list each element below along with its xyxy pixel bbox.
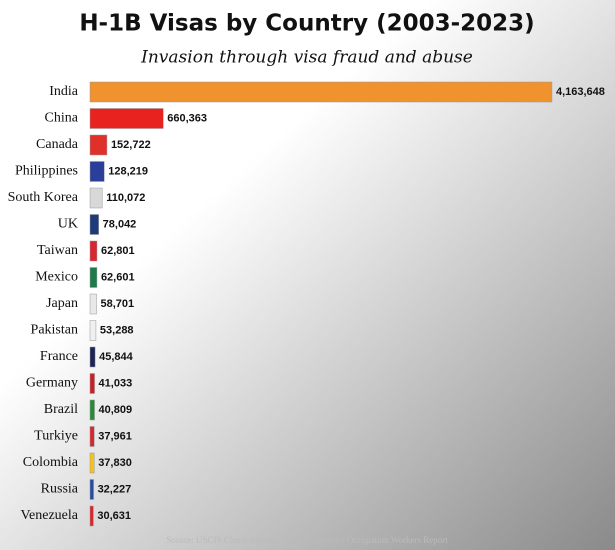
bar — [89, 161, 105, 182]
bar — [89, 505, 94, 527]
bar — [89, 452, 95, 474]
value-label: 110,072 — [106, 192, 145, 204]
category-label: China — [45, 111, 79, 126]
category-label: Venezuela — [20, 508, 78, 523]
category-label: South Korea — [8, 190, 79, 205]
value-label: 62,601 — [101, 271, 135, 283]
category-label: Canada — [36, 137, 79, 152]
value-label: 45,844 — [99, 351, 134, 363]
category-label: Colombia — [23, 455, 79, 470]
value-label: 152,722 — [111, 139, 151, 151]
category-label: India — [49, 84, 79, 99]
bar — [89, 108, 164, 129]
value-label: 58,701 — [101, 298, 135, 310]
value-label: 53,288 — [100, 324, 134, 336]
value-label: 37,830 — [98, 457, 132, 469]
category-label: Japan — [46, 296, 78, 311]
bar — [89, 320, 97, 341]
category-label: Turkiye — [34, 429, 78, 444]
value-label: 32,227 — [98, 483, 132, 495]
bar — [89, 267, 98, 288]
chart-subtitle: Invasion through visa fraud and abuse — [140, 48, 473, 68]
category-label: France — [40, 349, 78, 364]
value-label: 30,631 — [97, 510, 131, 522]
bar — [89, 293, 97, 315]
bar — [89, 346, 96, 368]
value-label: 40,809 — [99, 404, 133, 416]
category-label: Brazil — [44, 402, 78, 417]
category-label: UK — [58, 217, 78, 232]
bar — [89, 479, 94, 500]
bar — [89, 134, 108, 156]
value-label: 4,163,648 — [556, 86, 605, 98]
source-note: Source: USCIS Characteristics of H-1B Sp… — [166, 535, 448, 545]
bar — [89, 240, 98, 262]
category-label: Philippines — [15, 164, 78, 179]
category-label: Germany — [26, 376, 78, 391]
category-label: Mexico — [35, 270, 78, 285]
chart-title: H-1B Visas by Country (2003-2023) — [79, 11, 534, 37]
value-label: 41,033 — [99, 377, 133, 389]
category-label: Pakistan — [31, 323, 78, 338]
value-label: 37,961 — [98, 430, 132, 442]
category-label: Russia — [41, 482, 79, 497]
value-label: 78,042 — [103, 218, 137, 230]
value-label: 62,801 — [101, 245, 135, 257]
bar — [89, 214, 99, 235]
bar — [89, 399, 95, 421]
category-label: Taiwan — [37, 243, 78, 258]
bar — [89, 187, 103, 209]
bar — [89, 373, 95, 394]
value-label: 660,363 — [167, 112, 207, 124]
bar — [89, 81, 553, 103]
bar — [89, 426, 95, 447]
value-label: 128,219 — [108, 165, 148, 177]
